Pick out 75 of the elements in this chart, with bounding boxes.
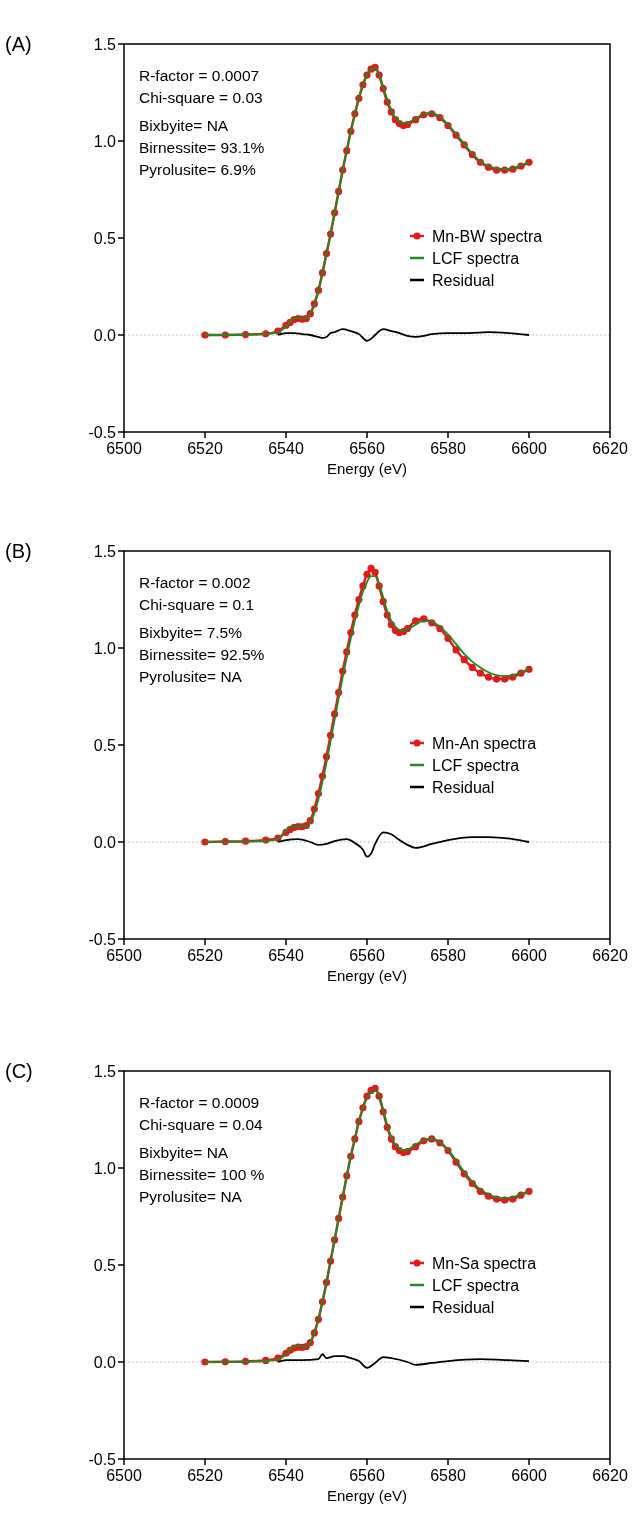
- point: [371, 568, 379, 576]
- x-tick-label: 6560: [349, 947, 385, 964]
- x-tick-label: 6600: [511, 947, 547, 964]
- x-axis-title: Energy (eV): [326, 460, 408, 477]
- point: [476, 669, 484, 677]
- point: [484, 673, 493, 681]
- x-tick-label: 6520: [187, 440, 223, 457]
- x-tick-label: 6500: [106, 1467, 142, 1484]
- y-tick-label: 0.0: [93, 1354, 117, 1371]
- annotation: Chi-square = 0.04: [139, 1116, 264, 1133]
- annotation: Pyrolusite= NA: [139, 1188, 243, 1205]
- annotation: Chi-square = 0.1: [139, 596, 255, 613]
- x-tick-label: 6620: [592, 440, 628, 457]
- y-tick-label: 0.5: [93, 737, 117, 754]
- x-tick-label: 6540: [268, 440, 304, 457]
- chart-title: (A): [5, 33, 32, 55]
- annotation: Birnessite= 92.5%: [139, 646, 265, 663]
- y-tick-label: -0.5: [88, 931, 117, 948]
- x-tick-label: 6580: [430, 1467, 466, 1484]
- chart-title: (C): [5, 1060, 33, 1082]
- x-tick-label: 6520: [187, 1467, 223, 1484]
- legend-label: LCF spectra: [432, 1277, 520, 1294]
- y-tick-label: -0.5: [88, 424, 117, 441]
- annotation: R-factor = 0.0009: [139, 1094, 260, 1111]
- point: [468, 663, 476, 671]
- annotation: Chi-square = 0.03: [139, 89, 263, 106]
- annotation: Bixbyite= NA: [139, 117, 229, 134]
- y-tick-label: 1.5: [93, 1063, 117, 1080]
- x-tick-label: 6500: [106, 947, 142, 964]
- annotation: Pyrolusite= 6.9%: [139, 161, 256, 178]
- annotation: R-factor = 0.0007: [139, 67, 260, 84]
- x-tick-label: 6600: [511, 1467, 547, 1484]
- y-tick-label: 1.0: [93, 1160, 117, 1177]
- annotation: Birnessite= 93.1%: [139, 139, 265, 156]
- legend-label: Residual: [432, 272, 495, 289]
- legend-label: Mn-BW spectra: [432, 228, 543, 245]
- y-tick-label: 1.5: [93, 543, 117, 560]
- point: [412, 617, 420, 625]
- y-tick-label: 0.0: [93, 327, 117, 344]
- x-tick-label: 6620: [592, 1467, 628, 1484]
- annotation: Bixbyite= 7.5%: [139, 624, 243, 641]
- point: [363, 570, 371, 578]
- x-tick-label: 6620: [592, 947, 628, 964]
- annotation: Bixbyite= NA: [139, 1144, 229, 1161]
- x-tick-label: 6540: [268, 1467, 304, 1484]
- x-tick-label: 6600: [511, 440, 547, 457]
- legend-label: Residual: [432, 1299, 495, 1316]
- legend-label: Mn-An spectra: [432, 735, 537, 752]
- x-tick-label: 6500: [106, 440, 142, 457]
- x-tick-label: 6560: [349, 440, 385, 457]
- point: [493, 675, 501, 683]
- chart-title: (B): [5, 540, 32, 562]
- x-axis-title: Energy (eV): [326, 967, 408, 984]
- point: [452, 646, 460, 654]
- x-tick-label: 6520: [187, 947, 223, 964]
- x-tick-label: 6580: [430, 947, 466, 964]
- x-tick-label: 6540: [268, 947, 304, 964]
- legend-label: LCF spectra: [432, 757, 520, 774]
- annotation: Birnessite= 100 %: [139, 1166, 265, 1183]
- annotation: Pyrolusite= NA: [139, 668, 243, 685]
- y-tick-label: 1.0: [93, 133, 117, 150]
- legend-label: LCF spectra: [432, 250, 520, 267]
- y-tick-label: -0.5: [88, 1451, 117, 1468]
- point: [460, 656, 468, 664]
- legend-label: Mn-Sa spectra: [432, 1255, 537, 1272]
- annotation: R-factor = 0.002: [139, 574, 251, 591]
- y-tick-label: 0.0: [93, 834, 117, 851]
- y-tick-label: 1.5: [93, 36, 117, 53]
- legend-label: Residual: [432, 779, 495, 796]
- y-tick-label: 0.5: [93, 230, 117, 247]
- x-tick-label: 6560: [349, 1467, 385, 1484]
- y-tick-label: 1.0: [93, 640, 117, 657]
- x-axis-title: Energy (eV): [326, 1487, 408, 1504]
- x-tick-label: 6580: [430, 440, 466, 457]
- y-tick-label: 0.5: [93, 1257, 117, 1274]
